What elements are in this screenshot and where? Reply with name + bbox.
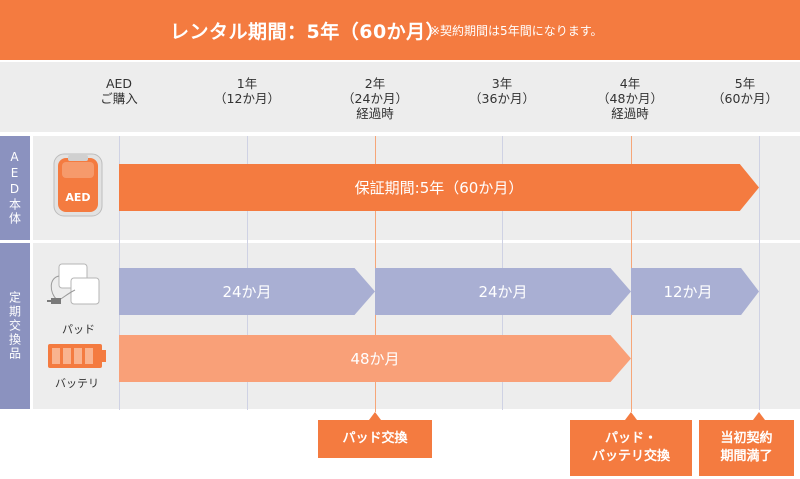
gridline-year5 bbox=[759, 136, 760, 410]
timeline-header-year5: 5年 （60か月） bbox=[712, 76, 778, 106]
timeline-header-year2: 2年 （24か月） 経過時 bbox=[342, 76, 408, 121]
title-banner: レンタル期間：5年（60か月） ※契約期間は5年間になります。 bbox=[0, 0, 800, 60]
pad-battery-replace-pointer bbox=[625, 412, 637, 420]
contract-end-label-line2: 期間満了 bbox=[720, 449, 773, 464]
pad-battery-replace-callout: パッド・ バッテリ交換 bbox=[570, 420, 692, 476]
aed-body-label: AED本体 bbox=[0, 136, 30, 240]
pad-period-bar-2: 24か月 bbox=[375, 268, 631, 315]
warranty-period-bar: 保証期間:5年（60か月） bbox=[119, 164, 759, 211]
pad-period-label-2: 24か月 bbox=[478, 283, 528, 301]
replacement-parts-label: 定期交換品 bbox=[0, 243, 30, 409]
replacement-parts-panel bbox=[33, 243, 800, 409]
battery-period-label: 48か月 bbox=[350, 350, 400, 368]
pad-period-label-1: 24か月 bbox=[222, 283, 272, 301]
timeline-header-year1: 1年 （12か月） bbox=[214, 76, 280, 106]
pad-replace-pointer bbox=[369, 412, 381, 420]
pad-battery-label-line2: バッテリ交換 bbox=[591, 449, 670, 464]
timeline-header-year4: 4年 （48か月） 経過時 bbox=[597, 76, 663, 121]
battery-icon bbox=[48, 344, 106, 368]
battery-icon-label: バッテリ bbox=[55, 377, 99, 390]
timeline-header-band bbox=[0, 62, 800, 132]
contract-end-pointer bbox=[753, 412, 765, 420]
pad-icon-label: パッド bbox=[62, 323, 95, 336]
timeline-header-start: AED ご購入 bbox=[100, 76, 138, 106]
pad-replace-label: パッド交換 bbox=[342, 431, 408, 446]
pad-battery-label-line1: パッド・ bbox=[604, 431, 657, 446]
pad-period-bar-1: 24か月 bbox=[119, 268, 375, 315]
banner-note: ※契約期間は5年間になります。 bbox=[430, 24, 603, 38]
timeline-header-year3: 3年 （36か月） bbox=[469, 76, 535, 106]
warranty-period-label: 保証期間:5年（60か月） bbox=[354, 179, 524, 197]
pad-period-label-3: 12か月 bbox=[663, 283, 713, 301]
pad-period-bar-3: 12か月 bbox=[631, 268, 759, 315]
contract-end-label-line1: 当初契約 bbox=[720, 431, 773, 446]
battery-period-bar: 48か月 bbox=[119, 335, 631, 382]
banner-title: レンタル期間：5年（60か月） bbox=[170, 21, 446, 43]
pad-replace-callout: パッド交換 bbox=[318, 420, 432, 458]
pad-icon bbox=[47, 263, 100, 305]
svg-text:AED: AED bbox=[65, 191, 90, 204]
aed-device-icon: AED bbox=[53, 153, 103, 217]
contract-end-callout: 当初契約 期間満了 bbox=[699, 420, 794, 476]
